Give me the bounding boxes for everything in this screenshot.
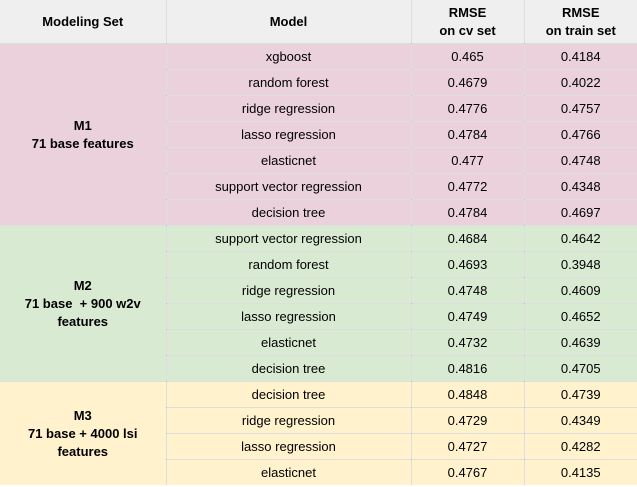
rmse-train-cell: 0.3948 xyxy=(523,251,637,278)
model-cell: lasso regression xyxy=(165,303,412,330)
rmse-train-cell: 0.4642 xyxy=(523,225,637,252)
model-cell: elasticnet xyxy=(165,459,412,485)
table-row: ridge regression 0.4748 0.4609 xyxy=(0,277,637,304)
model-cell: random forest xyxy=(165,69,412,96)
rmse-cv-cell: 0.465 xyxy=(410,43,525,70)
rmse-cv-cell: 0.4727 xyxy=(410,433,525,460)
rmse-cv-cell: 0.4816 xyxy=(410,355,525,382)
header-modeling-set: Modeling Set xyxy=(0,0,167,44)
rmse-train-cell: 0.4697 xyxy=(523,199,637,226)
rmse-train-cell: 0.4757 xyxy=(523,95,637,122)
table-row: lasso regression 0.4749 0.4652 xyxy=(0,303,637,330)
table-row: decision tree 0.4784 0.4697 xyxy=(0,199,637,226)
header-rmse-train: RMSE on train set xyxy=(523,0,637,44)
rmse-cv-cell: 0.4848 xyxy=(410,381,525,408)
table-row: random forest 0.4693 0.3948 xyxy=(0,251,637,278)
header-row: Modeling Set Model RMSE on cv set RMSE o… xyxy=(0,0,637,44)
model-cell: random forest xyxy=(165,251,412,278)
table-row: elasticnet 0.477 0.4748 xyxy=(0,147,637,174)
model-cell: ridge regression xyxy=(165,95,412,122)
model-cell: support vector regression xyxy=(165,225,412,252)
model-cell: decision tree xyxy=(165,381,412,408)
table-row: M2 71 base + 900 w2v features support vec… xyxy=(0,225,637,382)
model-cell: ridge regression xyxy=(165,407,412,434)
rmse-cv-cell: 0.4748 xyxy=(410,277,525,304)
rmse-cv-cell: 0.4693 xyxy=(410,251,525,278)
rmse-cv-cell: 0.477 xyxy=(410,147,525,174)
rmse-train-cell: 0.4349 xyxy=(523,407,637,434)
rmse-train-cell: 0.4022 xyxy=(523,69,637,96)
header-rmse-cv: RMSE on cv set xyxy=(410,0,525,44)
table-row: ridge regression 0.4729 0.4349 xyxy=(0,407,637,434)
rmse-train-cell: 0.4609 xyxy=(523,277,637,304)
rmse-cv-cell: 0.4767 xyxy=(410,459,525,485)
table-row: lasso regression 0.4727 0.4282 xyxy=(0,433,637,460)
rmse-cv-cell: 0.4729 xyxy=(410,407,525,434)
rmse-train-cell: 0.4639 xyxy=(523,329,637,356)
model-cell: decision tree xyxy=(165,355,412,382)
table-body: M1 71 base features xgboost 0.465 0.4184 ran… xyxy=(0,43,637,485)
table-row: elasticnet 0.4732 0.4639 xyxy=(0,329,637,356)
rmse-train-cell: 0.4748 xyxy=(523,147,637,174)
table-row: lasso regression 0.4784 0.4766 xyxy=(0,121,637,148)
rmse-train-cell: 0.4652 xyxy=(523,303,637,330)
rmse-train-cell: 0.4184 xyxy=(523,43,637,70)
table-row: decision tree 0.4816 0.4705 xyxy=(0,355,637,382)
rmse-cv-cell: 0.4784 xyxy=(410,199,525,226)
model-cell: lasso regression xyxy=(165,433,412,460)
model-cell: decision tree xyxy=(165,199,412,226)
table-row: elasticnet 0.4767 0.4135 xyxy=(0,459,637,485)
group-label-m1: M1 71 base features xyxy=(0,43,167,226)
rmse-train-cell: 0.4739 xyxy=(523,381,637,408)
model-cell: ridge regression xyxy=(165,277,412,304)
table-row: M1 71 base features xgboost 0.465 0.4184 xyxy=(0,43,637,226)
group-label-m2: M2 71 base + 900 w2v features xyxy=(0,225,167,382)
rmse-cv-cell: 0.4679 xyxy=(410,69,525,96)
table-row: random forest 0.4679 0.4022 xyxy=(0,69,637,96)
rmse-train-cell: 0.4348 xyxy=(523,173,637,200)
model-cell: xgboost xyxy=(165,43,412,70)
rmse-cv-cell: 0.4732 xyxy=(410,329,525,356)
table-header: Modeling Set Model RMSE on cv set RMSE o… xyxy=(0,0,637,44)
model-cell: elasticnet xyxy=(165,329,412,356)
rmse-cv-cell: 0.4776 xyxy=(410,95,525,122)
rmse-train-cell: 0.4282 xyxy=(523,433,637,460)
model-cell: support vector regression xyxy=(165,173,412,200)
model-cell: elasticnet xyxy=(165,147,412,174)
group-label-m3: M3 71 base + 4000 lsi features xyxy=(0,381,167,485)
rmse-cv-cell: 0.4772 xyxy=(410,173,525,200)
rmse-train-cell: 0.4135 xyxy=(523,459,637,485)
rmse-train-cell: 0.4766 xyxy=(523,121,637,148)
rmse-cv-cell: 0.4684 xyxy=(410,225,525,252)
rmse-train-cell: 0.4705 xyxy=(523,355,637,382)
header-model: Model xyxy=(165,0,412,44)
rmse-cv-cell: 0.4784 xyxy=(410,121,525,148)
rmse-cv-cell: 0.4749 xyxy=(410,303,525,330)
model-cell: lasso regression xyxy=(165,121,412,148)
table-row: M3 71 base + 4000 lsi features decision t… xyxy=(0,381,637,485)
